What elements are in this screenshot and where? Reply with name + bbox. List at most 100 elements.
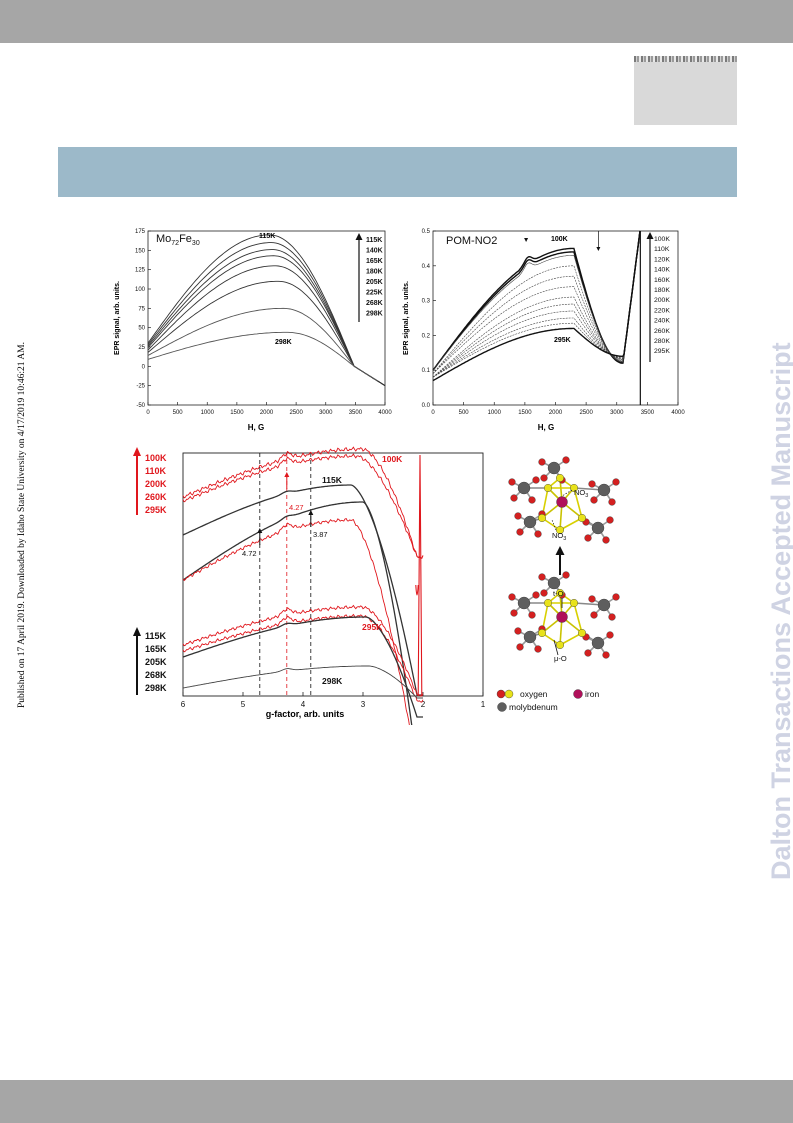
published-note: Published on 17 April 2019. Downloaded b… (17, 342, 27, 708)
series-line-110K (432, 230, 641, 371)
legend-entry: 160K (654, 277, 670, 284)
spectrum-line (182, 613, 424, 703)
y-tick-label: 0.3 (422, 299, 431, 305)
legend-oxygen-yellow-ball (504, 689, 514, 699)
series-line-295K (432, 230, 641, 382)
oxygen-atom (608, 613, 616, 621)
legend-entry: 180K (366, 269, 383, 276)
x-tick-label: 500 (459, 410, 470, 416)
title-band (58, 147, 737, 197)
series-line-120K (432, 230, 641, 371)
y-axis-label: EPR signal, arb. units. (403, 281, 410, 355)
y-tick-label: 0.1 (422, 368, 431, 374)
spectrum-line (182, 616, 423, 718)
x-tick-label: 2500 (289, 410, 303, 416)
annotation-298K: 298K (275, 339, 292, 346)
oxygen-atom-bridging (538, 513, 547, 522)
chart-title: Mo72Fe30 (156, 233, 200, 247)
legend-entry: 220K (654, 307, 670, 314)
x-tick-label: 2 (421, 700, 426, 709)
plot-frame (432, 230, 679, 406)
series-line-100K (432, 230, 641, 371)
oxygen-atom-bridging (555, 474, 564, 483)
y-tick-label: 0.2 (422, 333, 431, 339)
legend-entry: 280K (654, 338, 670, 345)
y-tick-label: -50 (136, 403, 145, 409)
legend-entry-black: 268K (145, 670, 167, 680)
chart-g-factor: 6 5 4 3 2 1 100K 110K 200K 260K 295K 115K 165K 205K 26… (133, 446, 486, 725)
x-tick-label: 1 (481, 700, 486, 709)
x-tick-label: 5 (241, 700, 246, 709)
y-tick-label: -25 (136, 384, 145, 390)
oxygen-atom-bridging (544, 598, 553, 607)
sharp-red-feature (417, 454, 423, 697)
oxygen-atom-bridging (555, 525, 564, 534)
annotation-100K: 100K (382, 454, 403, 464)
no3-label-top: NO3 (574, 488, 588, 499)
accepted-manuscript-watermark: Dalton Transactions Accepted Manuscript (766, 342, 793, 880)
legend-entry: 200K (654, 297, 670, 304)
oxygen-atom (606, 516, 614, 524)
legend-entry: 115K (366, 237, 382, 244)
oxygen-atom (538, 458, 546, 466)
oxygen-atom (534, 645, 542, 653)
oxygen-atom (590, 611, 598, 619)
red-dip (415, 584, 419, 596)
transform-arrowhead (555, 546, 565, 555)
spectrum-line (182, 453, 424, 559)
x-tick-label: 3500 (641, 410, 655, 416)
x-tick-label: 1000 (488, 410, 502, 416)
y-tick-label: 0.5 (422, 229, 431, 235)
legend-entry-red: 110K (145, 466, 167, 476)
x-tick-label: 6 (181, 700, 186, 709)
oxygen-atom (514, 512, 522, 520)
oxygen-atom (602, 536, 610, 544)
oxygen-atom-bridging (569, 598, 578, 607)
oxygen-atom (508, 593, 516, 601)
legend-iron-ball (573, 689, 583, 699)
molybdenum-atom (547, 576, 561, 590)
x-tick-label: 4000 (378, 410, 392, 416)
x-tick-label: 500 (173, 410, 184, 416)
legend-entry-red: 200K (145, 479, 167, 489)
molybdenum-atom (547, 461, 561, 475)
legend-arrowhead-black (133, 627, 141, 636)
annotation-115K: 115K (322, 475, 343, 485)
x-tick-label: 4 (301, 700, 306, 709)
oxygen-atom (606, 631, 614, 639)
arrowhead-4.27 (284, 472, 290, 477)
legend-entry: 268K (366, 300, 383, 307)
marker-arrowhead-2 (596, 247, 601, 251)
x-tick-label: 3500 (349, 410, 363, 416)
series-line-180K (147, 255, 386, 386)
y-tick-label: 125 (135, 268, 146, 274)
legend-entry-black: 205K (145, 657, 167, 667)
oxygen-atom (562, 571, 570, 579)
oxygen-atom (516, 643, 524, 651)
molybdenum-atom (591, 521, 605, 535)
oxygen-atom (590, 496, 598, 504)
oxygen-atom (562, 456, 570, 464)
legend-entry-red: 100K (145, 453, 167, 463)
mu-o-label: μ-O (554, 654, 567, 663)
oxygen-atom (538, 573, 546, 581)
x-tick-label: 3000 (319, 410, 333, 416)
series-line-165K (147, 249, 386, 386)
arrowhead-4.72 (257, 528, 263, 533)
chart-title: POM-NO2 (446, 235, 497, 247)
legend-arrowhead (355, 233, 363, 240)
oxygen-atom (584, 534, 592, 542)
oxygen-atom (534, 530, 542, 538)
chart-pom-no2: 0 500 1000 1500 2000 2500 3000 3500 4000 0.5 0.4 0.… (403, 229, 685, 432)
x-axis-label: g-factor, arb. units (266, 709, 345, 719)
oxygen-atom (602, 651, 610, 659)
annotation-295K: 295K (362, 622, 383, 632)
series-line-225K (147, 280, 386, 386)
x-tick-label: 1000 (201, 410, 215, 416)
x-tick-label: 2000 (260, 410, 274, 416)
legend-entry: 165K (366, 258, 383, 265)
leader-line (553, 639, 559, 656)
oxygen-atom (528, 496, 536, 504)
oxygen-atom (612, 478, 620, 486)
spectrum-line (182, 604, 424, 697)
